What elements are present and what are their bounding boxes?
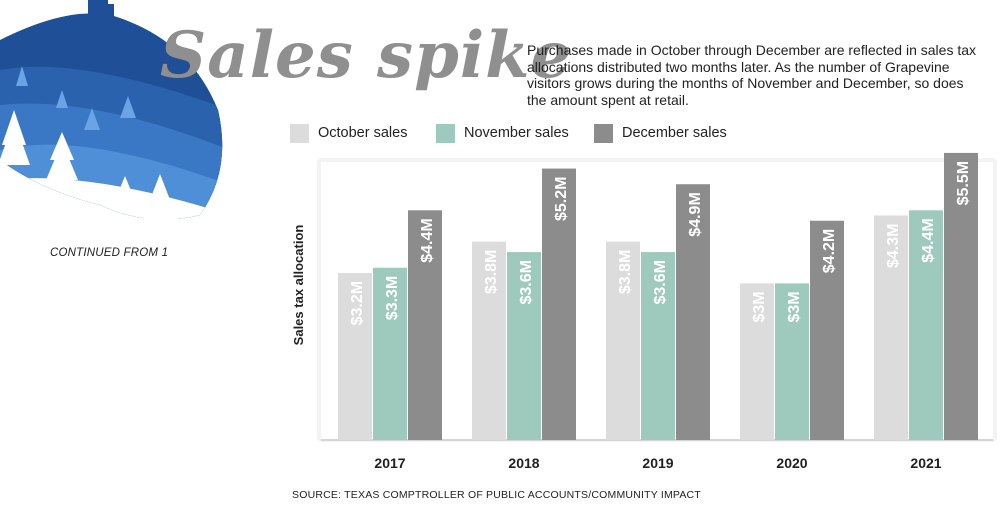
legend-swatch-october (290, 123, 309, 143)
bar-label-november-2020: $3M (786, 291, 803, 322)
bar-november-2021 (909, 210, 943, 440)
bar-october-2018 (472, 241, 506, 440)
legend-swatch-november (436, 123, 455, 143)
bar-october-2021 (874, 215, 908, 440)
bar-december-2019 (676, 184, 710, 440)
legend-item-december: December sales (594, 122, 727, 144)
bar-november-2018 (507, 252, 541, 440)
legend-label-october: October sales (318, 125, 408, 141)
legend-item-october: October sales (290, 122, 407, 144)
bar-october-2019 (606, 241, 640, 440)
bar-label-november-2017: $3.3M (384, 276, 401, 320)
bar-label-december-2020: $4.2M (821, 229, 838, 273)
legend-item-november: November sales (436, 122, 569, 144)
legend-label-december: December sales (622, 125, 727, 141)
x-tick-label-2020: 2020 (776, 455, 807, 471)
x-tick-label-2018: 2018 (508, 455, 539, 471)
bar-november-2017 (373, 267, 407, 440)
bar-label-november-2021: $4.4M (920, 218, 937, 262)
bar-december-2018 (542, 168, 576, 440)
x-tick-label-2019: 2019 (642, 455, 673, 471)
bar-label-october-2018: $3.8M (483, 250, 500, 294)
chart-description: Purchases made in October through Decemb… (527, 42, 977, 108)
bar-november-2019 (641, 252, 675, 440)
bar-label-december-2019: $4.9M (687, 192, 704, 236)
bar-label-october-2021: $4.3M (885, 224, 902, 268)
bar-label-october-2019: $3.8M (617, 250, 634, 294)
bar-october-2020 (740, 283, 774, 440)
bar-label-december-2017: $4.4M (419, 218, 436, 262)
x-tick-label-2021: 2021 (910, 455, 941, 471)
y-axis-label: Sales tax allocation (291, 225, 306, 346)
bar-december-2021 (944, 152, 978, 440)
bar-label-december-2018: $5.2M (553, 177, 570, 221)
legend-swatch-december (594, 123, 613, 143)
bar-label-december-2021: $5.5M (955, 161, 972, 205)
ornament-illustration (0, 0, 223, 222)
bar-label-october-2017: $3.2M (349, 281, 366, 325)
bar-december-2017 (408, 210, 442, 440)
x-tick-label-2017: 2017 (374, 455, 405, 471)
legend-label-november: November sales (464, 125, 569, 141)
continued-note: CONTINUED FROM 1 (50, 247, 169, 259)
bar-october-2017 (338, 272, 372, 440)
source-note: SOURCE: TEXAS COMPTROLLER OF PUBLIC ACCO… (292, 489, 701, 501)
bar-label-october-2020: $3M (751, 291, 768, 322)
bar-label-november-2019: $3.6M (652, 260, 669, 304)
chart-title: Sales spike (160, 18, 573, 93)
bar-december-2020 (810, 220, 844, 440)
bar-chart: Sales tax allocation $3.2M $3.3M $4.4M 2017 $… (291, 152, 997, 471)
tree-icon (0, 110, 178, 222)
bar-label-november-2018: $3.6M (518, 260, 535, 304)
bar-november-2020 (775, 283, 809, 440)
